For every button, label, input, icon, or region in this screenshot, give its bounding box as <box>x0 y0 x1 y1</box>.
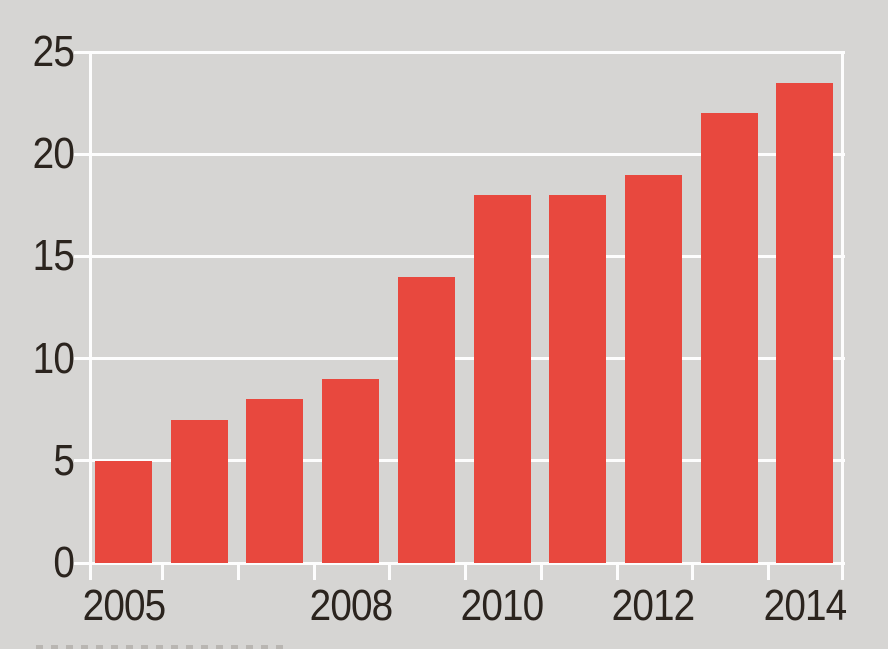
x-tick-label-2012: 2012 <box>612 581 696 630</box>
gridline-y20 <box>74 152 845 156</box>
x-axis-tick <box>312 563 316 580</box>
x-axis-baseline <box>74 561 845 565</box>
bar-2014 <box>776 82 834 563</box>
cropped-caption-fragment <box>36 645 288 649</box>
x-axis-tick <box>464 563 468 580</box>
y-tick-label-5: 5 <box>53 435 75 485</box>
x-tick-label-2005: 2005 <box>82 581 166 630</box>
x-axis-tick <box>237 563 241 580</box>
right-axis-line <box>840 52 844 580</box>
bar-2006 <box>170 419 228 563</box>
x-axis-tick <box>539 563 543 580</box>
gridline-y25 <box>74 50 845 54</box>
y-tick-label-25: 25 <box>32 27 75 76</box>
bar-2013 <box>700 113 758 563</box>
bar-2009 <box>397 276 455 563</box>
x-axis-tick <box>615 563 619 580</box>
x-axis-tick <box>691 563 695 580</box>
y-tick-label-10: 10 <box>32 333 75 383</box>
y-tick-label-15: 15 <box>32 231 75 281</box>
bar-2012 <box>624 174 682 563</box>
bar-2011 <box>549 195 607 563</box>
x-axis-tick <box>161 563 165 580</box>
x-tick-label-2014: 2014 <box>763 581 847 630</box>
bar-2007 <box>246 399 304 563</box>
gridline-y5 <box>74 459 845 463</box>
gridline-y10 <box>74 357 845 361</box>
gridline-y15 <box>74 254 845 258</box>
y-tick-label-0: 0 <box>53 538 75 587</box>
x-tick-label-2010: 2010 <box>460 581 545 630</box>
x-axis-tick <box>766 563 770 580</box>
bar-2005 <box>95 460 152 563</box>
bar-2010 <box>473 195 531 563</box>
x-axis-tick <box>388 563 392 580</box>
y-tick-label-20: 20 <box>32 129 75 179</box>
bar-2008 <box>322 379 380 563</box>
left-axis-line <box>88 52 92 580</box>
x-tick-label-2008: 2008 <box>309 581 393 630</box>
